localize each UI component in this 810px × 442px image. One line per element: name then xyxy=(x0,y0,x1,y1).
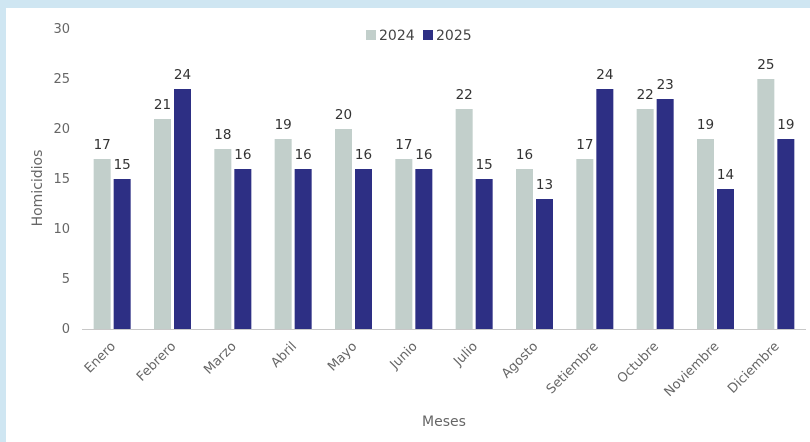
bar-2024-julio xyxy=(456,109,473,329)
x-tick-label: Enero xyxy=(82,339,119,376)
bar-2024-abril xyxy=(275,139,292,329)
x-tick-label: Noviembre xyxy=(662,339,723,400)
y-tick-label: 30 xyxy=(53,22,70,37)
bar-2025-noviembre xyxy=(717,189,734,329)
data-label: 16 xyxy=(295,147,312,163)
data-label: 17 xyxy=(576,137,593,153)
x-axis: Enero Febrero Marzo Abril Mayo Junio Julio Agos… xyxy=(82,330,806,401)
y-tick-label: 0 xyxy=(62,322,70,337)
bar-2024-mayo xyxy=(335,129,352,329)
legend-swatch xyxy=(366,30,376,40)
x-axis-title: Meses xyxy=(422,414,466,430)
legend-swatch xyxy=(423,30,433,40)
x-tick-label: Abril xyxy=(268,339,300,371)
data-label: 25 xyxy=(757,57,774,73)
bar-2025-octubre xyxy=(657,99,674,329)
x-tick-label: Junio xyxy=(387,339,421,373)
data-label: 17 xyxy=(94,137,111,153)
data-label: 16 xyxy=(516,147,533,163)
legend-label: 2024 xyxy=(379,28,415,44)
x-tick-label: Julio xyxy=(450,339,481,370)
y-tick-label: 5 xyxy=(62,272,70,287)
y-tick-label: 15 xyxy=(53,172,70,187)
bar-2024-setiembre xyxy=(576,159,593,329)
bar-2024-diciembre xyxy=(757,79,774,329)
x-tick-label: Setiembre xyxy=(544,339,602,397)
bar-2024-junio xyxy=(395,159,412,329)
data-label: 23 xyxy=(657,77,674,93)
bar-2024-octubre xyxy=(637,109,654,329)
x-tick-label: Diciembre xyxy=(725,339,783,397)
bar-2025-julio xyxy=(476,179,493,329)
data-label: 24 xyxy=(174,67,191,83)
data-label: 19 xyxy=(777,117,794,133)
bar-2024-febrero xyxy=(154,119,171,329)
bar-2025-febrero xyxy=(174,89,191,329)
bar-2025-abril xyxy=(295,169,312,329)
x-tick-label: Mayo xyxy=(325,339,360,374)
data-label: 22 xyxy=(456,87,473,103)
bar-2025-marzo xyxy=(234,169,251,329)
data-label: 24 xyxy=(596,67,613,83)
data-label: 16 xyxy=(355,147,372,163)
bar-2025-agosto xyxy=(536,199,553,329)
y-axis-title: Homicidios xyxy=(30,150,46,227)
bar-2024-enero xyxy=(94,159,111,329)
data-label: 13 xyxy=(536,177,553,193)
bar-2025-mayo xyxy=(355,169,372,329)
legend-label: 2025 xyxy=(436,28,472,44)
data-label: 16 xyxy=(234,147,251,163)
x-tick-label: Febrero xyxy=(134,339,179,384)
bar-2024-marzo xyxy=(214,149,231,329)
legend: 2024 2025 xyxy=(366,28,472,44)
chart-panel: 2024 2025 0 5 10 15 20 25 30 17 15 21 24 18 16 19 16 20… xyxy=(6,8,810,442)
y-tick-label: 20 xyxy=(53,122,70,137)
x-tick-label: Marzo xyxy=(201,339,239,377)
bar-2025-setiembre xyxy=(596,89,613,329)
data-label: 16 xyxy=(415,147,432,163)
x-tick-label: Agosto xyxy=(499,339,541,381)
data-label: 14 xyxy=(717,167,734,183)
bar-2025-junio xyxy=(415,169,432,329)
bar-2024-agosto xyxy=(516,169,533,329)
bar-2025-diciembre xyxy=(777,139,794,329)
data-label: 20 xyxy=(335,107,352,123)
data-label: 15 xyxy=(476,157,493,173)
bar-2025-enero xyxy=(114,179,131,329)
data-label: 15 xyxy=(114,157,131,173)
data-label: 17 xyxy=(395,137,412,153)
bars: 1715212418161916201617162215161317242223… xyxy=(94,57,795,329)
data-label: 21 xyxy=(154,97,171,113)
data-label: 22 xyxy=(637,87,654,103)
x-tick-label: Octubre xyxy=(615,339,662,386)
y-tick-label: 10 xyxy=(53,222,70,237)
y-axis: 0 5 10 15 20 25 30 xyxy=(53,22,70,337)
y-tick-label: 25 xyxy=(53,72,70,87)
data-label: 19 xyxy=(275,117,292,133)
data-label: 18 xyxy=(214,127,231,143)
bar-2024-noviembre xyxy=(697,139,714,329)
data-label: 19 xyxy=(697,117,714,133)
